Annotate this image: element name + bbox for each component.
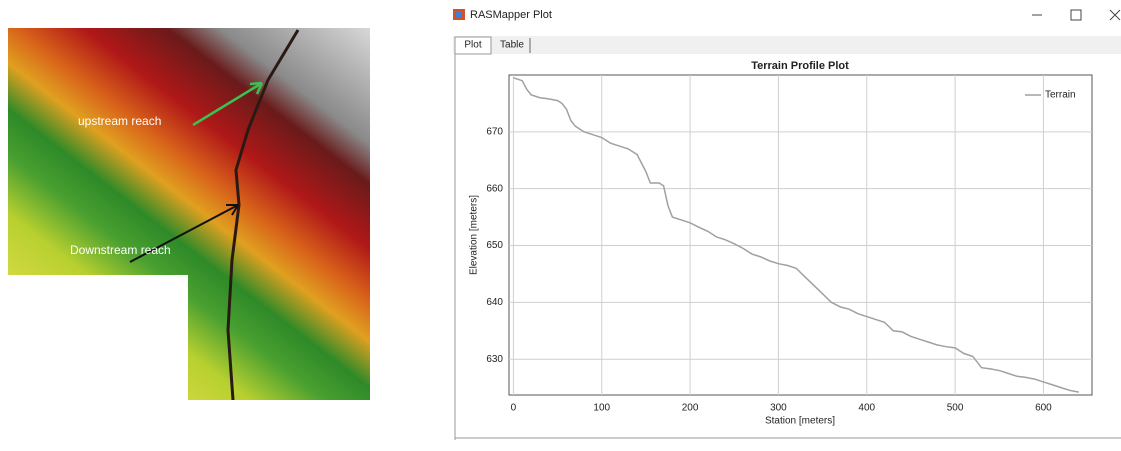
map-label: Downstream reach: [70, 243, 171, 257]
map-label: upstream reach: [78, 114, 161, 128]
y-tick-label: 660: [486, 183, 503, 194]
legend-label: Terrain: [1045, 90, 1076, 101]
x-axis-label: Station [meters]: [765, 416, 835, 427]
x-tick-label: 400: [858, 403, 875, 414]
app-icon: [456, 12, 462, 17]
plot-area: [509, 75, 1092, 395]
chart-title: Terrain Profile Plot: [751, 60, 849, 72]
y-tick-label: 650: [486, 240, 503, 251]
x-tick-label: 300: [770, 403, 787, 414]
x-tick-label: 600: [1035, 403, 1052, 414]
x-tick-label: 0: [511, 403, 517, 414]
y-tick-label: 630: [486, 354, 503, 365]
tab-strip: [453, 36, 1121, 54]
x-tick-label: 500: [947, 403, 964, 414]
tab-label[interactable]: Table: [500, 40, 524, 51]
screen: upstream reach Downstream reach RASMappe…: [0, 0, 1121, 446]
terrain-raster: [8, 28, 370, 400]
y-tick-label: 670: [486, 126, 503, 137]
y-axis-label: Elevation [meters]: [469, 195, 480, 275]
y-tick-label: 640: [486, 297, 503, 308]
tab-label[interactable]: Plot: [464, 40, 481, 51]
plot: 0 100 200 300 400 500 600 630 640 650 660 670 Terrai…: [486, 75, 1092, 414]
x-tick-label: 200: [682, 403, 699, 414]
window-title: RASMapper Plot: [470, 9, 552, 21]
x-tick-label: 100: [593, 403, 610, 414]
terrain-map: upstream reach Downstream reach: [8, 28, 370, 400]
